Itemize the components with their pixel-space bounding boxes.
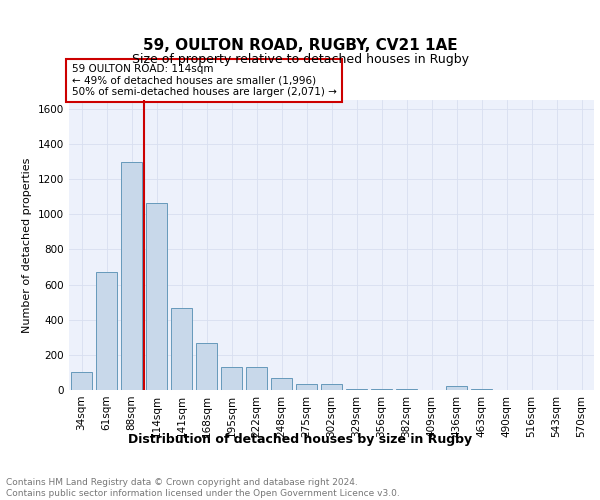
Text: Distribution of detached houses by size in Rugby: Distribution of detached houses by size …	[128, 432, 472, 446]
Bar	[346, 389, 367, 390]
Text: 59, OULTON ROAD, RUGBY, CV21 1AE: 59, OULTON ROAD, RUGBY, CV21 1AE	[143, 38, 457, 52]
Bar	[196, 344, 217, 390]
Bar	[121, 162, 142, 390]
Y-axis label: Number of detached properties: Number of detached properties	[22, 158, 32, 332]
Bar	[221, 367, 242, 390]
Bar	[96, 272, 117, 390]
Bar	[321, 384, 342, 390]
Bar	[271, 378, 292, 390]
Bar	[71, 372, 92, 390]
Text: Contains HM Land Registry data © Crown copyright and database right 2024.
Contai: Contains HM Land Registry data © Crown c…	[6, 478, 400, 498]
Bar	[296, 384, 317, 390]
Bar	[146, 203, 167, 390]
Bar	[246, 367, 267, 390]
Bar	[446, 386, 467, 390]
Bar	[371, 389, 392, 390]
Text: 59 OULTON ROAD: 114sqm
← 49% of detached houses are smaller (1,996)
50% of semi-: 59 OULTON ROAD: 114sqm ← 49% of detached…	[71, 64, 337, 97]
Text: Size of property relative to detached houses in Rugby: Size of property relative to detached ho…	[131, 53, 469, 66]
Bar	[396, 389, 417, 390]
Bar	[171, 308, 192, 390]
Bar	[471, 389, 492, 390]
